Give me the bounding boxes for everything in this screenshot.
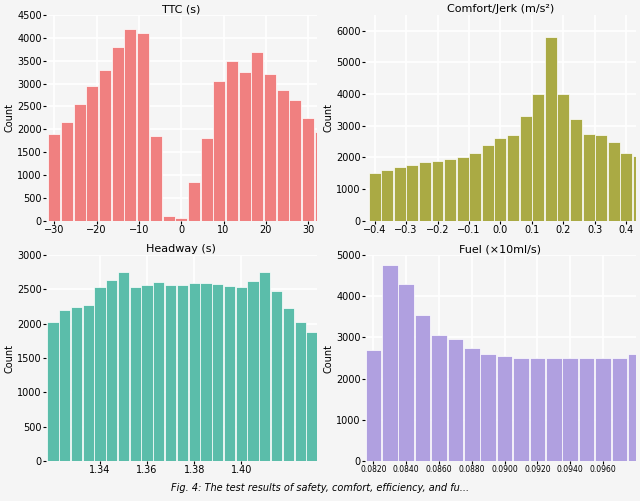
Bar — [628, 354, 640, 461]
Bar — [226, 61, 238, 221]
Bar — [248, 281, 259, 461]
Bar — [283, 308, 294, 461]
Bar — [99, 70, 111, 221]
Bar — [469, 153, 481, 221]
Bar — [557, 94, 570, 221]
Bar — [189, 283, 200, 461]
Bar — [264, 74, 276, 221]
Bar — [545, 37, 557, 221]
Bar — [381, 170, 393, 221]
Bar — [118, 272, 129, 461]
Title: Comfort/Jerk (m/s²): Comfort/Jerk (m/s²) — [447, 4, 554, 14]
Bar — [495, 138, 506, 221]
Bar — [532, 94, 544, 221]
Bar — [130, 287, 141, 461]
Bar — [175, 218, 188, 221]
Bar — [620, 153, 632, 221]
Title: Fuel (×10ml/s): Fuel (×10ml/s) — [460, 244, 541, 255]
Bar — [289, 100, 301, 221]
Bar — [398, 284, 414, 461]
Bar — [570, 119, 582, 221]
Bar — [302, 118, 314, 221]
Bar — [520, 116, 532, 221]
Bar — [464, 348, 479, 461]
Bar — [86, 86, 99, 221]
Y-axis label: Count: Count — [324, 344, 333, 373]
Bar — [369, 173, 381, 221]
Bar — [431, 335, 447, 461]
Bar — [633, 156, 640, 221]
Bar — [546, 358, 561, 461]
Bar — [236, 287, 247, 461]
Bar — [188, 182, 200, 221]
Bar — [95, 288, 106, 461]
Bar — [365, 350, 381, 461]
Bar — [252, 52, 264, 221]
Bar — [595, 135, 607, 221]
Bar — [112, 47, 124, 221]
Y-axis label: Count: Count — [4, 103, 14, 132]
Bar — [83, 305, 94, 461]
Bar — [415, 315, 430, 461]
Bar — [200, 138, 212, 221]
Bar — [482, 145, 494, 221]
Bar — [150, 136, 162, 221]
Bar — [239, 72, 251, 221]
Bar — [394, 167, 406, 221]
Bar — [48, 134, 60, 221]
Bar — [513, 358, 529, 461]
Bar — [447, 340, 463, 461]
Bar — [106, 280, 117, 461]
Bar — [481, 354, 496, 461]
Bar — [579, 358, 595, 461]
Bar — [595, 358, 611, 461]
Bar — [259, 272, 270, 461]
Bar — [74, 104, 86, 221]
Bar — [224, 286, 235, 461]
Bar — [612, 358, 627, 461]
Title: TTC (s): TTC (s) — [162, 4, 200, 14]
Bar — [141, 285, 153, 461]
Bar — [177, 285, 188, 461]
Bar — [457, 157, 468, 221]
Bar — [507, 135, 519, 221]
Bar — [444, 159, 456, 221]
Bar — [59, 310, 70, 461]
Bar — [608, 142, 620, 221]
Bar — [47, 322, 58, 461]
Bar — [497, 356, 513, 461]
Bar — [529, 358, 545, 461]
Title: Headway (s): Headway (s) — [147, 244, 216, 255]
Bar — [582, 134, 595, 221]
Bar — [153, 282, 164, 461]
Bar — [307, 332, 317, 461]
Bar — [431, 161, 444, 221]
Bar — [294, 322, 306, 461]
Y-axis label: Count: Count — [4, 344, 14, 373]
Bar — [163, 216, 175, 221]
Bar — [124, 29, 136, 221]
Text: Fig. 4: The test results of safety, comfort, efficiency, and fu...: Fig. 4: The test results of safety, comf… — [171, 483, 469, 493]
Y-axis label: Count: Count — [324, 103, 333, 132]
Bar — [419, 162, 431, 221]
Bar — [271, 292, 282, 461]
Bar — [71, 307, 82, 461]
Bar — [563, 358, 578, 461]
Bar — [212, 284, 223, 461]
Bar — [137, 33, 149, 221]
Bar — [315, 132, 327, 221]
Bar — [382, 266, 397, 461]
Bar — [165, 285, 176, 461]
Bar — [213, 81, 225, 221]
Bar — [406, 165, 419, 221]
Bar — [200, 283, 212, 461]
Bar — [61, 122, 73, 221]
Bar — [276, 90, 289, 221]
